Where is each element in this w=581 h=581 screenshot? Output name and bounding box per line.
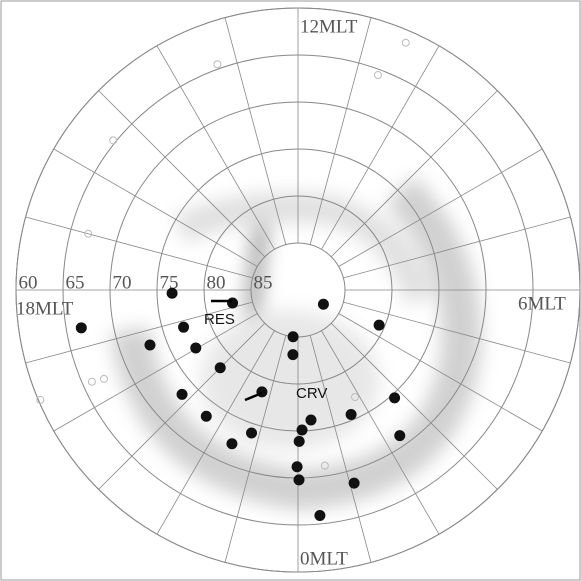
mlt-label: 0MLT (300, 548, 348, 569)
station-marker (247, 428, 257, 438)
station-marker (315, 510, 325, 520)
station-marker (288, 332, 298, 342)
station-marker (179, 322, 189, 332)
station-marker (227, 439, 237, 449)
station-marker (297, 425, 307, 435)
station-marker (294, 436, 304, 446)
station-marker (346, 410, 356, 420)
station-marker (306, 415, 316, 425)
station-marker (349, 478, 359, 488)
chart: 6065707580850MLT6MLT12MLT18MLT RESCRV (0, 0, 581, 581)
lat-label: 60 (19, 272, 38, 293)
station-marker (228, 298, 238, 308)
station-marker (145, 340, 155, 350)
mlt-label: 6MLT (518, 293, 566, 314)
station-marker (76, 323, 86, 333)
annotation: CRV (296, 385, 327, 402)
lat-label: 70 (113, 272, 132, 293)
station-marker (288, 350, 298, 360)
lat-label: 85 (254, 272, 273, 293)
mlt-label: 18MLT (16, 298, 74, 319)
station-marker (390, 393, 400, 403)
station-marker (294, 475, 304, 485)
station-marker (177, 389, 187, 399)
station-marker (215, 363, 225, 373)
mlt-label: 12MLT (300, 16, 358, 37)
annotation: RES (204, 311, 235, 328)
lat-label: 80 (207, 272, 226, 293)
station-marker (167, 288, 177, 298)
station-marker (318, 299, 328, 309)
lat-label: 65 (66, 272, 85, 293)
station-marker (374, 320, 384, 330)
station-marker (292, 462, 302, 472)
station-marker (191, 343, 201, 353)
station-marker (395, 431, 405, 441)
station-marker (201, 411, 211, 421)
